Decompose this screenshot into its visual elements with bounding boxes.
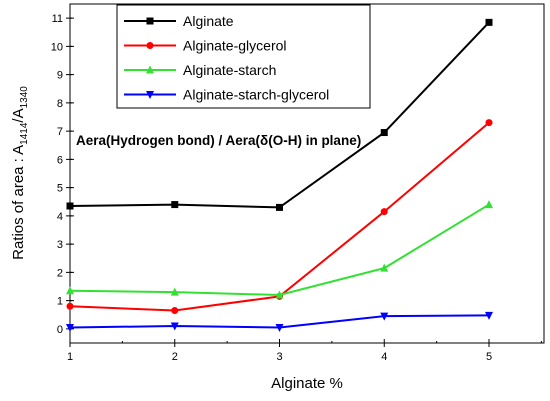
y-axis-title-sub2: 1340 — [19, 86, 30, 109]
data-point — [66, 323, 74, 332]
data-point — [170, 322, 179, 331]
legend-swatch-marker — [146, 42, 154, 49]
data-point — [485, 18, 493, 26]
y-axis-title-prefix: Ratios of area : A — [10, 145, 27, 260]
series-group — [66, 18, 493, 332]
legend-box — [116, 4, 371, 109]
plot-frame — [69, 3, 545, 344]
y-tick-label: 4 — [57, 211, 63, 223]
data-point — [380, 312, 389, 321]
x-tick-label: 5 — [486, 351, 492, 363]
data-point — [485, 119, 493, 127]
series-1 — [66, 18, 493, 211]
data-point — [171, 201, 179, 209]
legend-swatch-marker — [146, 17, 154, 25]
y-axis-title-mid: /A — [10, 108, 27, 122]
legend-item: Alginate-glycerol — [124, 38, 287, 54]
y-tick-label: 0 — [57, 324, 63, 336]
y-tick-label: 7 — [57, 126, 63, 138]
y-tick-label: 1 — [57, 296, 63, 308]
data-point — [66, 202, 74, 210]
legend-swatch-marker — [146, 91, 154, 99]
x-axis-title: Alginate % — [271, 375, 343, 392]
legend-label: Alginate-starch-glycerol — [183, 87, 329, 103]
legend-label: Alginate-starch — [183, 62, 276, 78]
y-tick-label: 8 — [57, 98, 63, 110]
series-line — [69, 203, 490, 296]
data-point — [276, 203, 283, 211]
data-point — [275, 290, 284, 299]
legend: Alginate Alginate-glycerol Alginate-starch… — [116, 4, 371, 109]
legend-item: Alginate — [124, 13, 234, 29]
data-point — [171, 307, 179, 315]
legend-swatch-marker — [146, 65, 154, 74]
legend-label: Alginate-glycerol — [183, 38, 287, 54]
data-point — [66, 286, 74, 295]
y-tick-label: 2 — [57, 267, 63, 279]
data-point — [170, 287, 179, 296]
annotation-text: Aera(Hydrogen bond) / Aera(δ(O-H) in pla… — [76, 133, 361, 148]
data-point — [275, 323, 284, 332]
x-tick-label: 2 — [172, 351, 178, 363]
data-point — [380, 208, 388, 216]
series-3 — [66, 200, 493, 299]
x-tick-label: 4 — [381, 351, 387, 363]
data-point — [380, 129, 388, 137]
series-line — [69, 121, 490, 312]
data-point — [380, 263, 389, 272]
y-axis-title: Ratios of area : A1414/A1340 — [10, 86, 30, 260]
y-tick-label: 5 — [57, 183, 63, 195]
legend-label: Alginate — [183, 13, 234, 29]
data-point — [485, 200, 493, 209]
y-tick-label: 3 — [57, 239, 63, 251]
x-tick-label: 1 — [67, 351, 73, 363]
y-tick-label: 10 — [51, 41, 63, 53]
y-tick-label: 6 — [57, 154, 63, 166]
data-point — [66, 302, 74, 310]
series-4 — [66, 311, 493, 332]
x-tick-label: 3 — [276, 351, 282, 363]
legend-item: Alginate-starch-glycerol — [124, 87, 329, 103]
y-tick-label: 11 — [52, 13, 63, 25]
series-2 — [66, 119, 493, 315]
y-axis-title-sub1: 1414 — [19, 122, 30, 145]
legend-item: Alginate-starch — [124, 62, 276, 78]
data-point — [485, 311, 493, 320]
legend-items: Alginate Alginate-glycerol Alginate-starch… — [124, 13, 329, 103]
y-tick-label: 9 — [57, 70, 63, 82]
